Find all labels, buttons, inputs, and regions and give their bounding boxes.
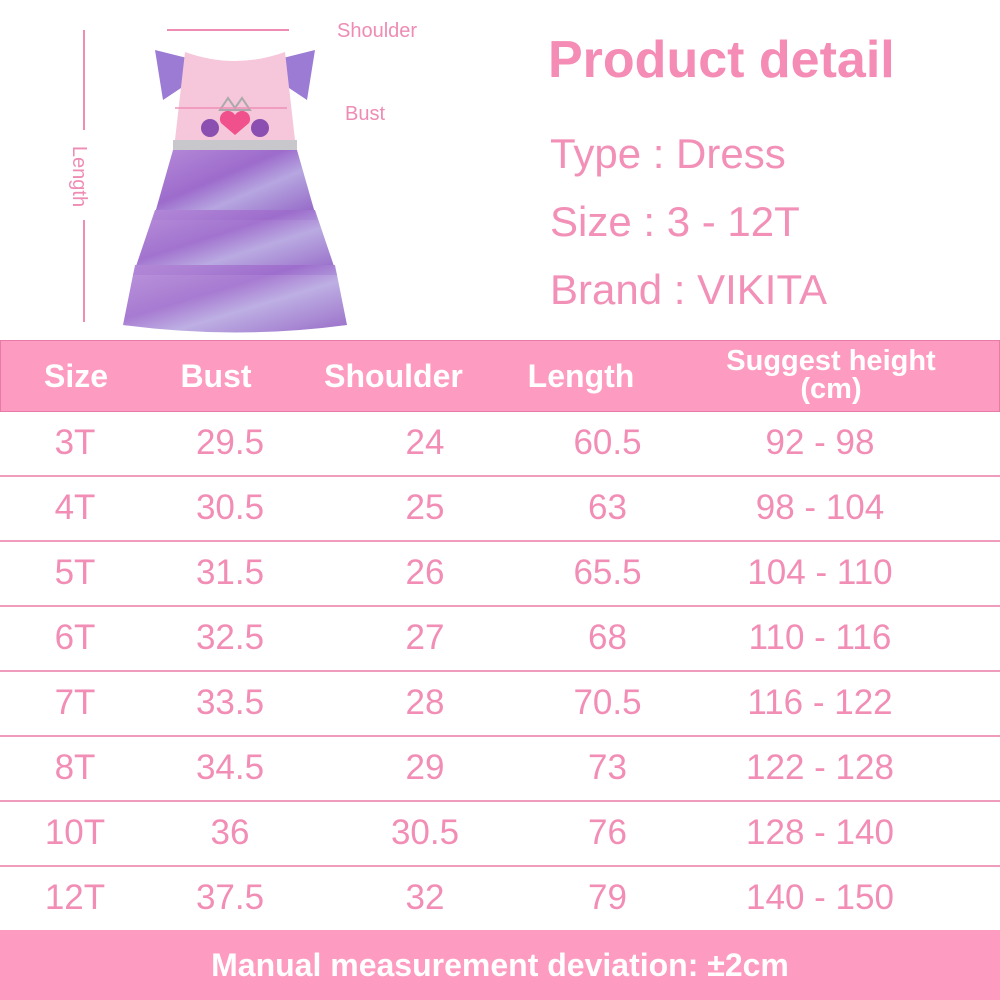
header-bust: Bust	[180, 357, 252, 394]
cell-length: 79	[588, 877, 627, 917]
cell-shoulder: 32	[405, 877, 445, 917]
cell-size: 10T	[44, 812, 106, 852]
cell-bust: 31.5	[195, 552, 265, 592]
shoulder-measure-line	[167, 29, 289, 31]
bust-measure-line	[175, 107, 287, 109]
cell-size: 8T	[54, 747, 96, 787]
cell-shoulder: 28	[405, 682, 445, 722]
cell-bust: 29.5	[195, 422, 265, 462]
cell-size: 12T	[44, 877, 106, 917]
product-brand: Brand : VIKITA	[550, 266, 827, 313]
measurement-deviation-note: Manual measurement deviation: ±2cm	[0, 930, 1000, 1000]
size-table-header: Size Bust Shoulder Length Suggest height…	[0, 340, 1000, 412]
shoulder-label: Shoulder	[337, 20, 418, 42]
cell-shoulder: 25	[405, 487, 445, 527]
product-type: Type : Dress	[550, 130, 786, 177]
cell-suggest-height: 140 - 150	[746, 877, 894, 917]
cell-bust: 36	[210, 812, 250, 852]
product-size-range: Size : 3 - 12T	[550, 198, 800, 245]
bust-label: Bust	[345, 103, 386, 125]
header-length: Length	[527, 357, 635, 394]
cell-length: 68	[588, 617, 627, 657]
table-row: 6T 32.5 27 68 110 - 116	[0, 605, 1000, 672]
header-size: Size	[43, 357, 109, 394]
cell-length: 76	[588, 812, 627, 852]
cell-length: 60.5	[573, 422, 642, 462]
cell-suggest-height: 92 - 98	[765, 422, 875, 462]
product-detail-title: Product detail	[548, 31, 895, 89]
cell-suggest-height: 98 - 104	[755, 487, 885, 527]
cell-size: 6T	[54, 617, 96, 657]
header-shoulder: Shoulder	[324, 357, 463, 394]
cell-bust: 30.5	[195, 487, 265, 527]
cell-size: 3T	[54, 422, 96, 462]
cell-size: 7T	[54, 682, 96, 722]
cell-suggest-height: 110 - 116	[748, 617, 892, 657]
cell-bust: 37.5	[195, 877, 265, 917]
cell-suggest-height: 116 - 122	[747, 682, 893, 722]
dress-image	[123, 50, 347, 333]
table-row: 10T 36 30.5 76 128 - 140	[0, 800, 1000, 867]
cell-bust: 33.5	[195, 682, 265, 722]
length-measure-line-bottom	[83, 220, 85, 322]
cell-suggest-height: 122 - 128	[746, 747, 894, 787]
cell-suggest-height: 104 - 110	[747, 552, 893, 592]
table-row: 7T 33.5 28 70.5 116 - 122	[0, 670, 1000, 737]
header-suggest-height: Suggest height (cm)	[726, 345, 936, 405]
cell-bust: 32.5	[195, 617, 265, 657]
cell-length: 63	[588, 487, 627, 527]
cell-bust: 34.5	[195, 747, 265, 787]
cell-suggest-height: 128 - 140	[746, 812, 894, 852]
cell-shoulder: 30.5	[390, 812, 460, 852]
cell-shoulder: 24	[405, 422, 445, 462]
length-measure-line-top	[83, 30, 85, 130]
table-row: 12T 37.5 32 79 140 - 150	[0, 865, 1000, 930]
cell-length: 65.5	[573, 552, 642, 592]
cell-shoulder: 27	[405, 617, 445, 657]
cell-shoulder: 29	[405, 747, 445, 787]
cell-length: 73	[588, 747, 627, 787]
length-label: Length	[68, 145, 91, 208]
table-row: 5T 31.5 26 65.5 104 - 110	[0, 540, 1000, 607]
table-row: 8T 34.5 29 73 122 - 128	[0, 735, 1000, 802]
cell-length: 70.5	[573, 682, 642, 722]
cell-shoulder: 26	[405, 552, 445, 592]
table-row: 4T 30.5 25 63 98 - 104	[0, 475, 1000, 542]
cell-size: 5T	[54, 552, 96, 592]
cell-size: 4T	[54, 487, 96, 527]
table-row: 3T 29.5 24 60.5 92 - 98	[0, 410, 1000, 477]
